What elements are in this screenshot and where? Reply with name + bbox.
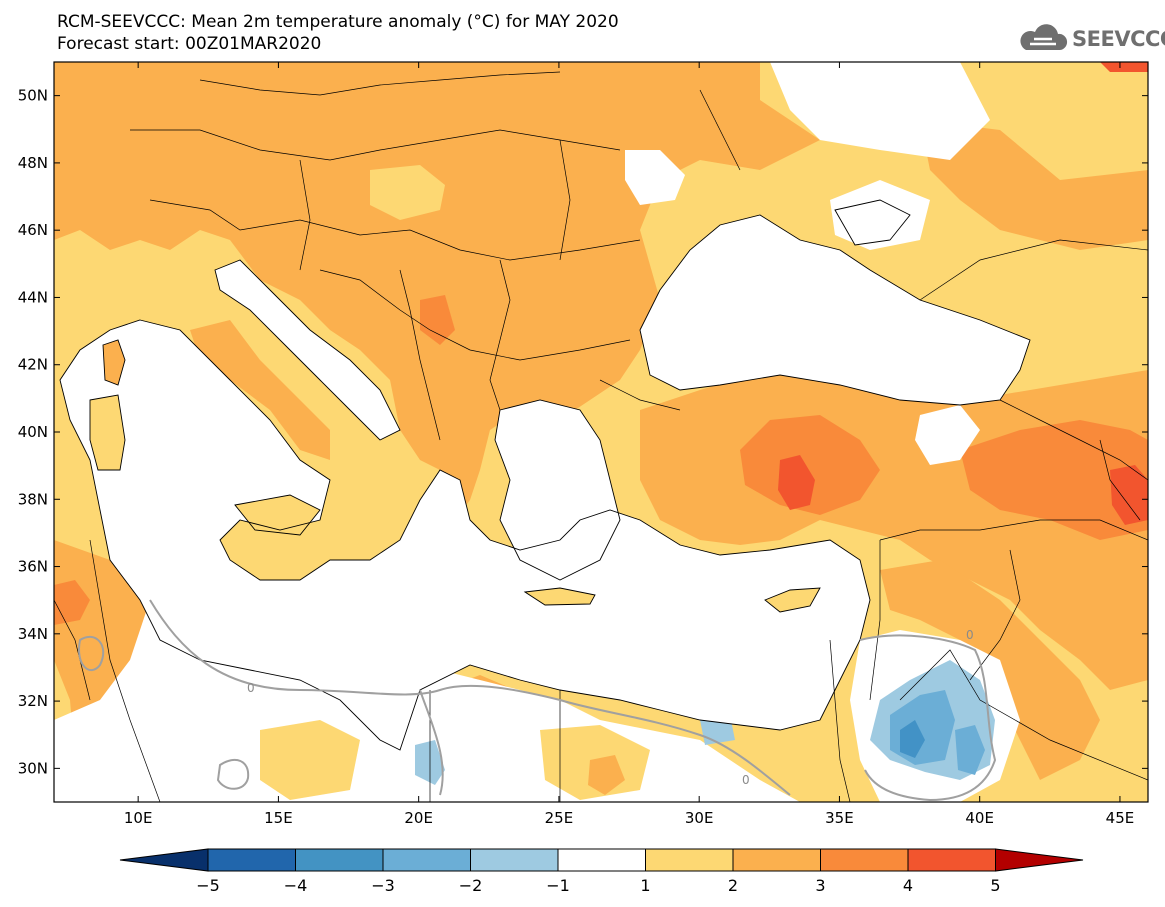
arabia-anomaly-neg-east	[955, 725, 985, 775]
colorbar-label: −5	[196, 876, 220, 895]
colorbar-segment	[557, 848, 646, 872]
colorbar-label: 5	[990, 876, 1000, 895]
colorbar-segment	[820, 848, 909, 872]
north-white-patch	[770, 62, 990, 160]
zero-contour-labels: 0 0 0	[247, 628, 974, 787]
colorbar-label: −2	[459, 876, 483, 895]
lon-tick-label: 15E	[264, 809, 293, 827]
europe-light-patch	[370, 165, 445, 220]
lat-tick-label: 44N	[18, 288, 48, 306]
zero-contours	[78, 599, 997, 802]
lat-tick-label: 50N	[18, 87, 48, 105]
lat-tick-label: 32N	[18, 692, 48, 710]
black-sea	[640, 215, 1030, 405]
colorbar-label: 3	[815, 876, 825, 895]
africa-orange-patch-3	[588, 755, 625, 795]
lat-tick-label: 30N	[18, 759, 48, 777]
corsica	[103, 340, 125, 385]
colorbar: −5 −4 −3 −2 −1 1 2 3 4 5	[119, 848, 1084, 895]
map-title: RCM-SEEVCCC: Mean 2m temperature anomaly…	[57, 12, 619, 32]
adriatic-sea	[215, 260, 400, 440]
colorbar-label: 2	[728, 876, 738, 895]
colorbar-segment	[470, 848, 559, 872]
colorbar-segment	[732, 848, 821, 872]
lat-tick-label: 48N	[18, 154, 48, 172]
colorbar-segment	[382, 848, 471, 872]
lon-tick-label: 40E	[965, 809, 994, 827]
mediterranean-sea	[60, 320, 870, 750]
colorbar-segment	[295, 848, 384, 872]
colorbar-segment	[207, 848, 296, 872]
italy-anomaly-2-3	[190, 320, 330, 460]
coastlines	[59, 199, 1031, 751]
lon-tick-label: 25E	[545, 809, 574, 827]
east-anatolia-anomaly-3-4	[960, 420, 1148, 540]
arabia-anomaly-neg3-4	[900, 720, 925, 758]
seevccc-logo: SEEVCCC	[1018, 22, 1165, 56]
colorbar-low-extend	[119, 848, 209, 872]
lon-tick-label: 20E	[404, 809, 433, 827]
colorbar-label: −3	[371, 876, 395, 895]
longitude-axis: 10E 15E 20E 25E 30E 35E 40E 45E	[124, 62, 1134, 827]
africa-orange-patch-2	[260, 720, 360, 800]
country-borders	[54, 71, 1148, 802]
contour-label: 0	[247, 681, 255, 695]
cyprus	[765, 588, 820, 612]
east-anomaly-2-3	[920, 120, 1148, 250]
colorbar-segment	[645, 848, 734, 872]
colorbar-label: −4	[284, 876, 308, 895]
lon-tick-label: 45E	[1106, 809, 1135, 827]
colorbar-label: 1	[640, 876, 650, 895]
central-anatolia-anomaly-3-4	[740, 415, 880, 515]
east-anatolia-anomaly-4-5	[1110, 465, 1148, 525]
lat-tick-label: 40N	[18, 423, 48, 441]
forecast-start: Forecast start: 00Z01MAR2020	[57, 34, 322, 54]
lon-tick-label: 30E	[685, 809, 714, 827]
anatolia-white-patch	[915, 405, 980, 465]
lat-tick-label: 34N	[18, 625, 48, 643]
lon-tick-label: 10E	[124, 809, 153, 827]
lat-tick-label: 42N	[18, 356, 48, 374]
ukraine-white-patch	[625, 150, 685, 205]
map-fields: 0 0 0	[54, 62, 1148, 802]
lat-tick-label: 36N	[18, 558, 48, 576]
north-anomaly-4-5	[1100, 62, 1148, 72]
colorbar-high-extend	[995, 848, 1084, 872]
aegean-sea	[495, 400, 620, 580]
latitude-axis: 30N 32N 34N 36N 38N 40N 42N 44N 46N 48N 50N	[18, 87, 1148, 777]
lat-tick-label: 38N	[18, 490, 48, 508]
sea-of-azov	[835, 200, 910, 245]
colorbar-segment	[907, 848, 996, 872]
contour-label: 0	[966, 628, 974, 642]
central-anatolia-anomaly-4-5	[778, 455, 815, 510]
balkan-anomaly-3-4	[420, 295, 455, 345]
colorbar-label: 4	[903, 876, 913, 895]
logo-text: SEEVCCC	[1072, 27, 1165, 51]
lon-tick-label: 35E	[825, 809, 854, 827]
cloud-icon	[1020, 24, 1068, 50]
crete	[525, 588, 595, 605]
colorbar-label: −1	[546, 876, 570, 895]
lat-tick-label: 46N	[18, 221, 48, 239]
contour-label: 0	[742, 773, 750, 787]
sardinia	[90, 395, 125, 470]
tunisia-anomaly-3-4	[54, 580, 90, 625]
